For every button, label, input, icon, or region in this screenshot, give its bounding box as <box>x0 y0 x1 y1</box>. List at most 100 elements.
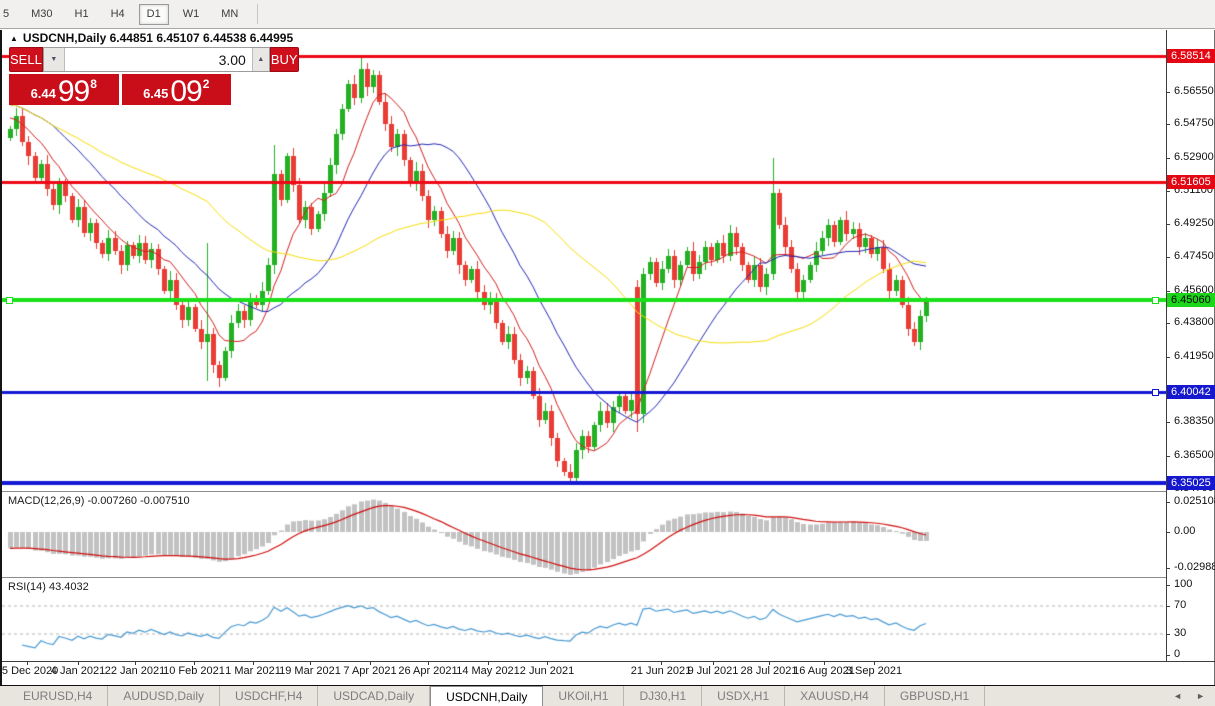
price-tick-mark <box>1166 323 1170 324</box>
price-line-badge[interactable]: 6.58514 <box>1167 49 1215 63</box>
date-axis-label: 16 Aug 2021 <box>793 665 855 677</box>
timeframe-w1-button[interactable]: W1 <box>175 4 208 25</box>
date-tick-mark <box>310 661 311 665</box>
macd-indicator-canvas[interactable] <box>2 492 1166 577</box>
price-tick-mark <box>1166 191 1170 192</box>
price-line-badge[interactable]: 6.35025 <box>1167 476 1215 490</box>
sell-price-main: 6.44 <box>30 86 56 101</box>
timeframe-m5-button[interactable]: 5 <box>0 4 17 25</box>
price-line-badge[interactable]: 6.40042 <box>1167 385 1215 399</box>
macd-panel-separator[interactable] <box>2 491 1166 492</box>
price-tick-label: 6.52900 <box>1174 151 1214 163</box>
price-tick-mark <box>1166 124 1170 125</box>
tab-audusd-daily[interactable]: AUDUSD,Daily <box>108 686 221 706</box>
rsi-tick-label: 0 <box>1174 648 1181 660</box>
macd-label: MACD(12,26,9) -0.007260 -0.007510 <box>8 495 190 507</box>
date-tick-mark <box>661 661 662 665</box>
chart-title: ▲ USDCNH,Daily 6.44851 6.45107 6.44538 6.… <box>10 31 293 45</box>
macd-tick-mark <box>1166 532 1170 533</box>
macd-tick-label: 0.025108 <box>1174 495 1215 507</box>
date-tick-mark <box>253 661 254 665</box>
collapse-panel-icon[interactable]: ▲ <box>10 34 18 43</box>
rsi-tick-mark <box>1166 655 1170 656</box>
date-tick-mark <box>78 661 79 665</box>
date-axis-label: 14 May 2021 <box>456 665 520 677</box>
tab-scroll-arrows: ◄ ► <box>1173 686 1215 706</box>
tab-usdx-h1[interactable]: USDX,H1 <box>702 686 786 706</box>
tab-eurusd-h4[interactable]: EURUSD,H4 <box>8 686 109 706</box>
hline-handle[interactable] <box>1152 297 1159 304</box>
buy-button[interactable]: BUY <box>269 47 299 72</box>
buy-price-big: 09 <box>170 75 202 106</box>
tab-label: USDCNH,Daily <box>446 689 528 704</box>
volume-input[interactable] <box>64 48 252 71</box>
tab-gbpusd-h1[interactable]: GBPUSD,H1 <box>885 686 986 706</box>
tab-label: USDX,H1 <box>717 689 770 703</box>
price-tick-label: 6.38350 <box>1174 415 1214 427</box>
date-tick-mark <box>370 661 371 665</box>
main-chart-canvas[interactable] <box>2 30 1166 491</box>
rsi-tick-label: 70 <box>1174 599 1187 611</box>
date-tick-mark <box>769 661 770 665</box>
rsi-indicator-canvas[interactable] <box>2 578 1166 661</box>
tab-dj30-h1[interactable]: DJ30,H1 <box>624 686 703 706</box>
timeframe-m30-button[interactable]: M30 <box>23 4 60 25</box>
tab-label: DJ30,H1 <box>639 689 687 703</box>
price-tick-mark <box>1166 422 1170 423</box>
date-axis-label: 10 Feb 2021 <box>163 665 225 677</box>
sell-button[interactable]: SELL <box>9 47 43 72</box>
buy-price-display[interactable]: 6.45 09 2 <box>121 74 231 106</box>
date-tick-mark <box>547 661 548 665</box>
tab-usdcad-daily[interactable]: USDCAD,Daily <box>318 686 431 706</box>
date-axis-label: 28 Jul 2021 <box>740 665 798 677</box>
date-axis-label: 1 Mar 2021 <box>225 665 281 677</box>
volume-stepper: ▼ ▲ <box>42 47 270 72</box>
sell-price-pip: 8 <box>90 77 97 91</box>
timeframe-h4-button[interactable]: H4 <box>103 4 133 25</box>
price-tick-mark <box>1166 92 1170 93</box>
date-axis-label: 21 Jun 2021 <box>630 665 692 677</box>
date-tick-mark <box>488 661 489 665</box>
prev-chart-arrow-icon[interactable]: ◄ <box>1173 691 1183 701</box>
macd-panel-separator-highlight <box>2 492 1166 493</box>
macd-tick-label: 0.00 <box>1174 525 1196 537</box>
timeframe-h1-button[interactable]: H1 <box>67 4 97 25</box>
price-line-badge[interactable]: 6.51605 <box>1167 175 1215 189</box>
timeframe-mn-button[interactable]: MN <box>213 4 246 25</box>
tab-usdcnh-daily[interactable]: USDCNH,Daily <box>430 686 544 706</box>
price-tick-mark <box>1166 456 1170 457</box>
volume-increase-button[interactable]: ▲ <box>251 48 269 71</box>
tab-ukoil-h1[interactable]: UKOil,H1 <box>543 686 625 706</box>
rsi-label: RSI(14) 43.4032 <box>8 581 89 593</box>
price-tick-label: 6.56550 <box>1174 85 1214 97</box>
date-axis-label: 3 Sep 2021 <box>845 665 903 677</box>
sell-price-display[interactable]: 6.44 99 8 <box>9 74 119 105</box>
rsi-panel-separator-highlight <box>2 578 1166 579</box>
hline-handle[interactable] <box>1152 389 1159 396</box>
rsi-tick-label: 30 <box>1174 627 1187 639</box>
price-axis-border <box>1166 30 1167 661</box>
timeframe-d1-button[interactable]: D1 <box>138 3 169 25</box>
tab-label: EURUSD,H4 <box>23 689 93 703</box>
price-tick-mark <box>1166 257 1170 258</box>
date-axis-label: 4 Jan 2021 <box>50 665 106 677</box>
date-tick-mark <box>135 661 136 665</box>
tab-usdchf-h4[interactable]: USDCHF,H4 <box>220 686 319 706</box>
rsi-tick-mark <box>1166 634 1170 635</box>
next-chart-arrow-icon[interactable]: ► <box>1196 691 1205 701</box>
tab-label: XAUUSD,H4 <box>800 689 869 703</box>
triangle-down-icon: ▼ <box>50 56 58 63</box>
date-axis-label: 2 Jun 2021 <box>519 665 575 677</box>
volume-decrease-button[interactable]: ▼ <box>43 48 65 71</box>
price-tick-mark <box>1166 291 1170 292</box>
symbol-tabbar: EURUSD,H4 AUDUSD,Daily USDCHF,H4 USDCAD,… <box>0 685 1215 706</box>
rsi-tick-label: 100 <box>1174 578 1193 590</box>
rsi-panel-separator[interactable] <box>2 577 1166 578</box>
price-line-badge[interactable]: 6.45060 <box>1167 293 1215 307</box>
tab-xauusd-h4[interactable]: XAUUSD,H4 <box>785 686 885 706</box>
tab-label: AUDUSD,Daily <box>123 689 205 703</box>
date-axis-label: 9 Jul 2021 <box>687 665 739 677</box>
hline-handle[interactable] <box>6 297 13 304</box>
